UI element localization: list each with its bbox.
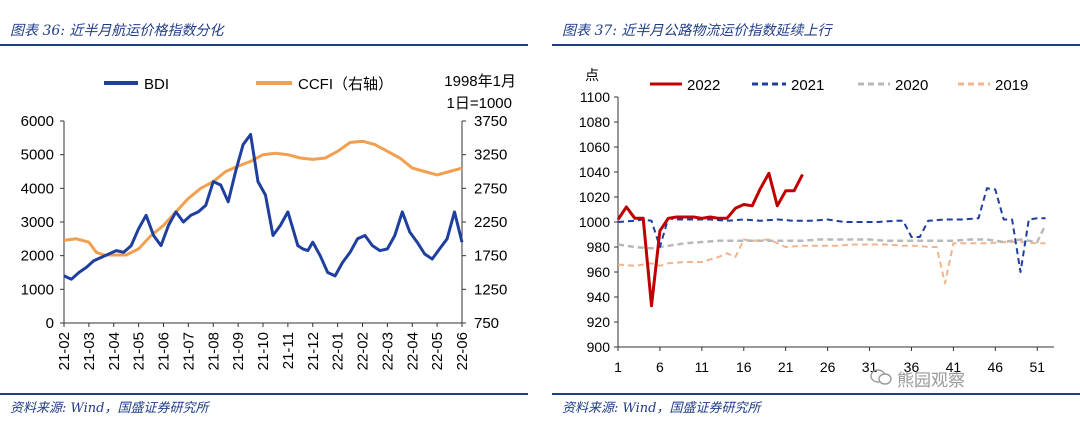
y-unit-label: 点	[585, 67, 599, 83]
x-tick-label: 21-10	[255, 332, 272, 370]
right-y-tick-label: 750	[474, 315, 499, 332]
y-tick-label: 1100	[580, 89, 610, 105]
y-tick-label: 980	[587, 239, 611, 255]
legend-label-2019: 2019	[995, 77, 1028, 94]
legend-base-note-line1: 1998年1月	[444, 73, 516, 90]
x-tick-label: 26	[820, 359, 836, 375]
right-y-tick-label: 3750	[474, 113, 507, 130]
left-y-tick-label: 0	[46, 315, 54, 332]
x-tick-label: 46	[988, 359, 1004, 375]
left-y-tick-label: 6000	[21, 113, 54, 130]
x-tick-label: 6	[656, 359, 664, 375]
y-tick-label: 1080	[579, 114, 610, 130]
left-y-tick-label: 4000	[21, 180, 54, 197]
y-tick-label: 1040	[579, 164, 610, 180]
right-title-rule	[552, 44, 1080, 46]
legend-base-note-line2: 1日=1000	[447, 95, 512, 112]
x-tick-label: 22-02	[355, 332, 372, 370]
x-tick-label: 16	[736, 359, 752, 375]
x-tick-label: 21	[778, 359, 794, 375]
x-tick-label: 21-09	[230, 332, 247, 370]
left-y-tick-label: 5000	[21, 147, 54, 164]
x-tick-label: 22-06	[454, 332, 471, 370]
x-tick-label: 22-01	[330, 332, 347, 370]
y-tick-label: 940	[587, 289, 611, 305]
legend-bdi-label: BDI	[144, 76, 169, 93]
right-y-tick-label: 1750	[474, 248, 507, 265]
left-chart-title: 图表 36: 近半月航运价格指数分化	[10, 23, 224, 39]
x-tick-label: 21-12	[305, 332, 322, 370]
legend-ccfi-label: CCFI（右轴）	[298, 76, 393, 93]
bdi-series-line	[63, 133, 464, 281]
x-tick-label: 51	[1029, 359, 1045, 375]
wechat-icon	[870, 369, 892, 385]
right-y-tick-label: 2250	[474, 214, 507, 231]
right-y-tick-label: 3250	[474, 147, 507, 164]
right-y-tick-label: 2750	[474, 180, 507, 197]
x-tick-label: 11	[695, 359, 710, 375]
left-y-tick-label: 2000	[21, 248, 54, 265]
left-y-tick-label: 1000	[21, 281, 54, 298]
x-tick-label: 22-04	[404, 332, 421, 370]
left-source-rule	[0, 393, 528, 395]
legend-label-2022: 2022	[687, 77, 720, 94]
right-chart-panel: 图表 37: 近半月公路物流运价指数延续上行 点 900 920 940 960 980 1…	[552, 0, 1080, 430]
y-tick-label: 900	[587, 339, 611, 355]
x-tick-label: 36	[904, 359, 920, 375]
left-y-tick-label: 3000	[21, 214, 54, 231]
legend-label-2020: 2020	[895, 77, 928, 94]
y-tick-label: 960	[587, 264, 611, 280]
series-line-2020	[617, 223, 1047, 250]
y-tick-label: 920	[587, 314, 611, 330]
right-y-tick-label: 1250	[474, 281, 507, 298]
x-tick-label: 22-03	[379, 332, 396, 370]
x-tick-label: 21-07	[180, 332, 197, 370]
left-chart-svg: 0 1000 2000 3000 4000 5000 6000 750 1250 1750 2250…	[21, 73, 516, 370]
legend-label-2021: 2021	[791, 77, 824, 94]
x-tick-label: 21-04	[106, 332, 123, 370]
right-chart-title: 图表 37: 近半月公路物流运价指数延续上行	[562, 23, 832, 39]
x-tick-label: 22-05	[429, 332, 446, 370]
watermark-text: 熊园观察	[897, 371, 965, 391]
right-chart-svg: 点 900 920 940 960 980 1000 1020 1040 1060 1080 1100…	[579, 67, 1054, 375]
ccfi-series-line	[63, 139, 463, 257]
left-title-rule	[0, 44, 528, 46]
series-line-2021	[617, 187, 1046, 273]
x-tick-label: 21-11	[280, 332, 297, 369]
y-tick-label: 1020	[579, 189, 610, 205]
y-tick-label: 1000	[579, 214, 610, 230]
x-tick-label: 21-08	[205, 332, 222, 370]
series-line-2019	[617, 238, 1046, 285]
right-chart-source: 资料来源: Wind，国盛证券研究所	[562, 401, 761, 416]
right-source-rule	[552, 393, 1080, 395]
x-tick-label: 41	[946, 359, 962, 375]
y-tick-label: 1060	[579, 139, 610, 155]
x-tick-label: 21-03	[81, 332, 98, 370]
x-tick-label: 21-02	[56, 332, 73, 370]
x-tick-label: 21-05	[131, 332, 148, 370]
left-chart-panel: 图表 36: 近半月航运价格指数分化 0 1000 2000 3000 4000 5000…	[0, 0, 528, 430]
x-tick-label: 1	[614, 359, 622, 375]
x-tick-label: 21-06	[156, 332, 173, 370]
series-line-2022	[616, 171, 804, 308]
left-chart-source: 资料来源: Wind，国盛证券研究所	[10, 401, 209, 416]
